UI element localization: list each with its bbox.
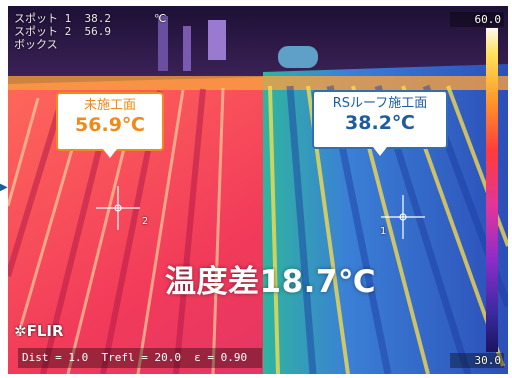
treated-temperature: 38.2℃ [345,112,415,134]
unit-label: ℃ [154,12,167,25]
thermal-scene [8,6,508,374]
scale-min-label: 30.0 [450,353,504,368]
crosshair-spot2 [96,186,140,230]
treated-label: RSルーフ施工面 [332,96,428,111]
flir-logo-icon: ✲ [14,322,27,340]
brand-text: FLIR [26,322,64,340]
spot-readout: スポット 1 38.2 スポット 2 56.9 ボックス [14,12,111,51]
crosshair-spot1 [381,195,425,239]
untreated-label: 未施工面 [83,98,136,113]
scale-max-label: 60.0 [450,12,504,27]
untreated-callout: 未施工面 56.9℃ [56,92,164,158]
spot2-marker-number: 2 [142,216,149,227]
camera-params: Dist = 1.0 Trefl = 20.0 ε = 0.90 [18,348,262,368]
pointer-arrow-icon: ▶ [0,182,8,193]
thermal-image: スポット 1 38.2 スポット 2 56.9 ボックス ℃ 60.0 30.0… [8,6,508,374]
brand-logo: ✲FLIR [14,322,64,340]
spot1-marker-number: 1 [380,226,387,237]
temperature-difference: 温度差18.7℃ [165,264,377,300]
untreated-temperature: 56.9℃ [75,114,145,136]
temperature-colorbar [486,28,498,352]
treated-callout: RSルーフ施工面 38.2℃ [312,90,448,156]
